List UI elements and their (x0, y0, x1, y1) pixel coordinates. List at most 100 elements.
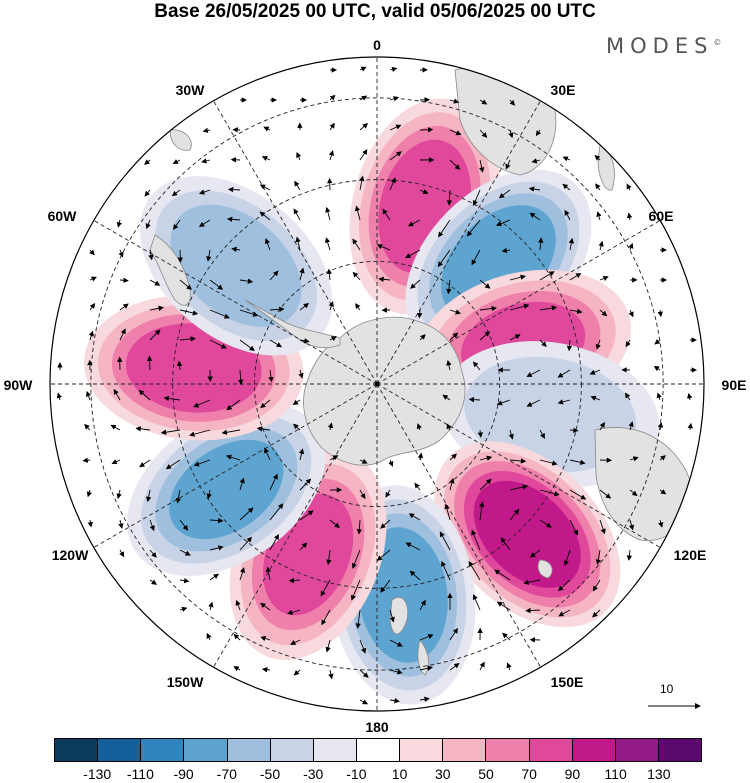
wind-vector (144, 189, 151, 197)
wind-vector (380, 579, 391, 593)
wind-vector (269, 473, 278, 491)
wind-vector (596, 211, 602, 221)
wind-vector (479, 159, 485, 173)
wind-vector (355, 609, 361, 629)
wind-vector (508, 129, 514, 139)
wind-vector (84, 423, 91, 431)
wind-vector (479, 478, 492, 491)
wind-vector (269, 306, 285, 312)
longitude-label: 150E (550, 674, 584, 690)
wind-vector (259, 211, 271, 221)
wind-vector (113, 388, 121, 401)
longitude-label: 60E (648, 208, 674, 224)
wind-vector (239, 477, 245, 491)
wind-vector (535, 129, 542, 137)
wind-vector (566, 339, 573, 352)
wind-vector (359, 699, 369, 705)
wind-vector (256, 426, 271, 432)
wind-vector (193, 399, 211, 408)
wind-vector (569, 427, 579, 433)
wind-vector (299, 542, 308, 551)
wind-vector (116, 489, 122, 500)
wind-vector (479, 129, 488, 138)
wind-vector (356, 519, 363, 535)
wind-vector (539, 459, 558, 466)
wind-vector (179, 606, 188, 612)
wind-vector (414, 482, 421, 491)
wind-vector (359, 175, 365, 191)
wind-vector (389, 96, 399, 102)
colorbar-tick-label: -50 (259, 766, 281, 782)
wind-vector (321, 609, 331, 626)
wind-vector (359, 123, 369, 131)
wind-vector (299, 338, 310, 344)
wind-vector (626, 183, 632, 191)
meridian-line (376, 383, 541, 668)
colorbar-tick-label: 50 (478, 766, 494, 782)
wind-vector (87, 519, 94, 528)
wind-vector (509, 508, 520, 521)
wind-vector (653, 365, 661, 372)
colorbar-swatch (658, 739, 702, 761)
longitude-label: 30W (175, 82, 205, 98)
wind-vector (509, 458, 527, 464)
reference-vector-label: 10 (660, 682, 674, 696)
colorbar-swatch (356, 739, 401, 761)
wind-vector (206, 632, 212, 641)
wind-vector (658, 519, 664, 528)
wind-vector (149, 519, 155, 532)
wind-vector (86, 489, 92, 498)
wind-vector (118, 249, 124, 258)
wind-vector (179, 279, 192, 290)
wind-vector (233, 666, 241, 672)
wind-vector (231, 246, 241, 253)
wind-vector (479, 501, 485, 521)
wind-vector (260, 602, 271, 611)
wind-vector (562, 183, 571, 191)
wind-vector (298, 448, 305, 461)
colorbar-tick-label: 70 (521, 766, 537, 782)
wind-vector (557, 369, 571, 378)
wind-vector (233, 633, 241, 641)
wind-vector (466, 219, 481, 237)
wind-vector (209, 545, 224, 551)
wind-vector (468, 561, 481, 581)
wind-vector (118, 519, 124, 529)
meridian-line (376, 100, 541, 385)
wind-vector (629, 489, 638, 497)
wind-vector (325, 639, 331, 653)
wind-vector (89, 303, 96, 311)
wind-vector (595, 549, 601, 565)
wind-vector (208, 601, 214, 611)
longitude-label: 90W (3, 377, 33, 393)
negative-anomaly (127, 403, 326, 576)
wind-vector (389, 639, 403, 647)
colorbar-swatch (55, 739, 99, 761)
wind-vector (502, 632, 511, 641)
wind-vector (625, 339, 631, 348)
wind-vector (419, 189, 429, 195)
wind-vector (557, 399, 571, 405)
wind-vector (350, 579, 361, 601)
wind-vector (56, 392, 62, 401)
wind-vector (509, 274, 526, 281)
wind-vector (206, 489, 212, 500)
wind-vector (592, 609, 601, 618)
graticule (50, 57, 704, 711)
wind-vector (325, 237, 331, 251)
wind-vector (590, 395, 601, 401)
wind-vector (529, 212, 541, 221)
wind-vector (239, 507, 254, 521)
wind-vector (237, 369, 244, 386)
wind-vector (261, 666, 271, 673)
wind-vector (628, 242, 634, 251)
wind-vector (179, 577, 190, 584)
colorbar-tick-label: 110 (604, 766, 627, 782)
longitude-label: 90E (721, 377, 747, 393)
anomaly-contour (170, 204, 302, 327)
wind-vector (294, 180, 301, 191)
wind-vector (472, 594, 481, 611)
wind-vector (149, 579, 157, 585)
wind-vector (239, 339, 255, 352)
wind-vector (599, 309, 608, 317)
